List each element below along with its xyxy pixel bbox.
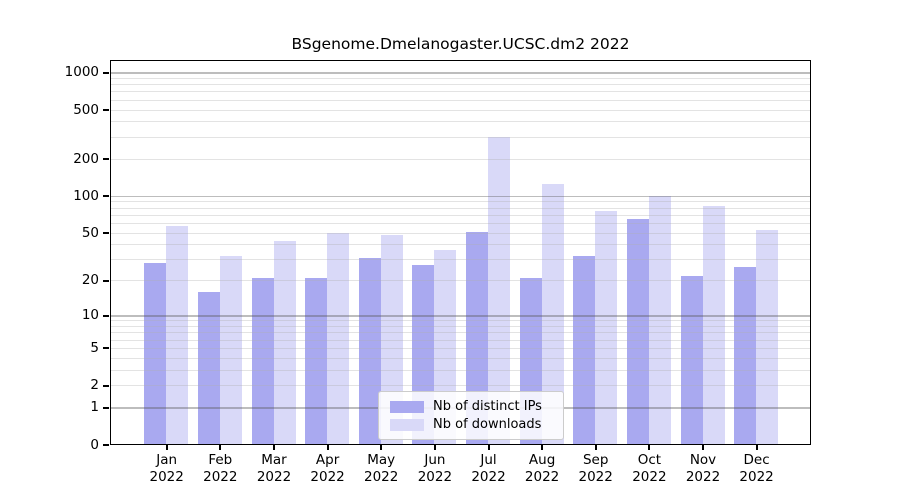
- ytick-label-200: 200: [73, 150, 99, 167]
- xtick-label-aug: Aug 2022: [524, 452, 560, 485]
- ytick-mark-50: [103, 232, 109, 235]
- ytick-label-5: 5: [90, 339, 99, 356]
- ytick-label-2: 2: [90, 377, 99, 394]
- xtick-label-nov: Nov 2022: [685, 452, 721, 485]
- xtick-label-oct: Oct 2022: [632, 452, 667, 485]
- ytick-label-10: 10: [81, 307, 99, 324]
- ytick-mark-1000: [103, 71, 109, 74]
- bar-downloads-jul: [488, 136, 510, 444]
- bar-downloads-mar: [273, 240, 296, 444]
- xtick-label-sep: Sep 2022: [578, 452, 613, 485]
- legend-swatch-distinct-ips: [390, 400, 424, 413]
- legend-entry-downloads: Nb of downloads: [390, 416, 552, 433]
- bar-downloads-dec: [756, 229, 779, 444]
- legend-entry-distinct-ips: Nb of distinct IPs: [390, 398, 552, 415]
- bar-ips-nov: [680, 275, 703, 444]
- xtick-mark-dec: [755, 445, 758, 450]
- xtick-label-jan: Jan 2022: [149, 452, 184, 485]
- xtick-label-feb: Feb 2022: [203, 452, 238, 485]
- xtick-mark-jun: [433, 445, 436, 450]
- xtick-label-dec: Dec 2022: [739, 452, 774, 485]
- bar-ips-may: [358, 257, 381, 444]
- plot-area: Nb of distinct IPs Nb of downloads: [110, 60, 811, 445]
- bar-downloads-sep: [595, 211, 618, 444]
- bar-ips-apr: [305, 277, 328, 444]
- bar-ips-dec: [734, 266, 757, 444]
- bar-downloads-oct: [648, 195, 671, 444]
- ytick-label-1: 1: [90, 399, 99, 416]
- bar-downloads-jan: [166, 225, 189, 444]
- xtick-mark-aug: [541, 445, 544, 450]
- bar-downloads-feb: [219, 256, 242, 444]
- ytick-mark-5: [103, 347, 109, 350]
- ytick-label-1000: 1000: [64, 64, 99, 81]
- ytick-mark-1: [103, 406, 109, 409]
- xtick-label-may: May 2022: [364, 452, 399, 485]
- xtick-mark-oct: [648, 445, 651, 450]
- xtick-mark-mar: [273, 445, 275, 450]
- xtick-mark-nov: [702, 445, 704, 450]
- ytick-mark-0: [103, 444, 109, 446]
- xtick-label-jul: Jul 2022: [471, 452, 506, 485]
- bar-ips-sep: [573, 256, 596, 444]
- ytick-label-500: 500: [73, 101, 99, 118]
- xtick-mark-may: [380, 445, 383, 450]
- legend-swatch-downloads: [390, 418, 424, 431]
- bars-layer: [111, 61, 810, 444]
- ytick-mark-200: [103, 158, 109, 161]
- xtick-label-mar: Mar 2022: [256, 452, 292, 485]
- bar-downloads-nov: [702, 206, 725, 444]
- ytick-label-20: 20: [81, 272, 99, 289]
- bar-ips-oct: [626, 218, 649, 444]
- bar-ips-jan: [144, 263, 167, 444]
- legend-label-downloads: Nb of downloads: [433, 417, 542, 432]
- ytick-mark-10: [103, 314, 109, 317]
- xtick-mark-apr: [326, 445, 329, 450]
- xtick-mark-jul: [487, 445, 490, 450]
- legend: Nb of distinct IPs Nb of downloads: [378, 391, 564, 440]
- xtick-label-jun: Jun 2022: [417, 452, 453, 485]
- xtick-mark-feb: [219, 445, 222, 450]
- xtick-mark-jan: [165, 445, 168, 450]
- bar-ips-feb: [197, 291, 220, 444]
- bar-ips-mar: [251, 277, 274, 444]
- ytick-label-0: 0: [90, 436, 99, 453]
- legend-label-distinct-ips: Nb of distinct IPs: [433, 399, 542, 414]
- ytick-mark-100: [103, 195, 109, 198]
- xtick-mark-sep: [594, 445, 597, 450]
- bar-downloads-aug: [541, 183, 564, 444]
- bar-ips-jul: [466, 231, 488, 444]
- ytick-mark-20: [103, 279, 109, 282]
- ytick-label-50: 50: [81, 224, 99, 241]
- xtick-label-apr: Apr 2022: [310, 452, 345, 485]
- chart-title: BSgenome.Dmelanogaster.UCSC.dm2 2022: [291, 35, 630, 53]
- ytick-mark-2: [103, 384, 109, 387]
- ytick-mark-500: [103, 109, 109, 111]
- bar-downloads-apr: [327, 232, 350, 444]
- ytick-label-100: 100: [73, 187, 99, 204]
